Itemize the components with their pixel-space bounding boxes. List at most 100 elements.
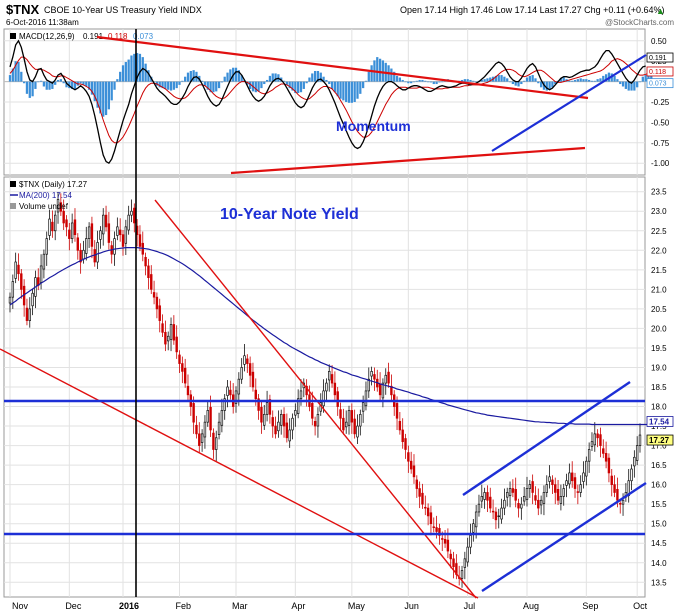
price-tick-label: 22.0: [651, 246, 667, 255]
price-candle-body: [200, 433, 204, 443]
macd-hist-bar: [619, 81, 622, 85]
macd-hist-bar: [184, 76, 187, 82]
macd-hist-bar: [25, 81, 29, 94]
macd-hist-bar: [339, 81, 342, 99]
price-candle-body: [206, 410, 209, 423]
price-candle-body: [65, 219, 68, 228]
macd-hist-bar: [31, 81, 34, 97]
macd-hist-bar: [54, 81, 57, 85]
price-candle-body: [511, 488, 515, 493]
price-candle-body: [522, 496, 526, 502]
macd-hist-bar: [65, 81, 68, 88]
price-candle-body: [460, 570, 464, 579]
price-candle-body: [446, 539, 450, 552]
macd-hist-bar: [240, 75, 243, 82]
macd-hist-bar: [11, 68, 14, 82]
macd-hist-bar: [104, 81, 108, 116]
price-candle-body: [463, 558, 467, 568]
price-candle-body: [587, 449, 591, 462]
price-candle-body: [8, 296, 12, 304]
price-candle-body: [254, 389, 257, 400]
price-candle-body: [339, 409, 342, 419]
macd-hist-bar: [181, 80, 184, 82]
macd-hist-bar: [8, 75, 12, 82]
price-candle-body: [70, 222, 74, 239]
macd-hist-bar: [480, 79, 483, 82]
macd-hist-bar: [376, 57, 379, 82]
macd-hist-bar: [347, 81, 351, 103]
macd-hist-bar: [212, 81, 215, 93]
macd-hist-bar: [401, 79, 404, 82]
price-candle-body: [635, 445, 639, 461]
macd-hist-bar: [562, 77, 565, 82]
macd-hist-bar: [234, 67, 238, 82]
price-candle-body: [404, 438, 407, 450]
price-candle-body: [203, 421, 207, 438]
price-tick-label: 16.5: [651, 461, 667, 470]
price-candle-body: [638, 434, 642, 446]
price-candle-body: [229, 389, 232, 396]
price-candle-body: [11, 281, 15, 298]
macd-hist-bar: [410, 81, 413, 84]
macd-hist-bar: [599, 78, 602, 82]
price-candle-body: [443, 538, 447, 544]
price-candle-body: [79, 249, 82, 263]
macd-hist-bar: [87, 81, 91, 90]
macd-hist-bar: [119, 71, 122, 82]
macd-hist-bar: [249, 81, 252, 89]
macd-hist-bar: [82, 81, 85, 85]
symbol-description: CBOE 10-Year US Treasury Yield INDX: [44, 5, 202, 15]
x-tick-label: Oct: [633, 601, 648, 611]
price-candle-body: [181, 363, 184, 372]
macd-hist-bar: [364, 80, 368, 82]
price-candle-body: [342, 417, 345, 431]
price-candle-body: [183, 367, 187, 384]
macd-hist-bar: [133, 53, 136, 82]
macd-hist-bar: [85, 81, 88, 87]
x-tick-label: May: [348, 601, 366, 611]
price-candle-body: [585, 460, 588, 477]
price-candle-body: [248, 363, 252, 376]
price-candle-body: [291, 417, 294, 431]
macd-hist-bar: [511, 81, 514, 85]
macd-hist-bar: [59, 79, 62, 82]
macd-hist-bar: [475, 81, 478, 83]
macd-hist-bar: [506, 78, 509, 82]
macd-hist-bar: [503, 76, 506, 82]
price-candle-body: [294, 410, 297, 416]
price-candle-body: [147, 265, 150, 278]
price-value-tag: [646, 434, 674, 446]
macd-hist-bar: [138, 53, 142, 82]
price-candle-body: [370, 371, 373, 377]
x-tick-label: Aug: [523, 601, 539, 611]
macd-hist-bar: [554, 81, 557, 85]
macd-hist-bar: [424, 80, 427, 82]
macd-hist-bar: [178, 81, 181, 85]
macd-hist-bar: [51, 81, 54, 89]
price-candle-body: [223, 398, 226, 411]
price-candle-body: [186, 385, 190, 396]
price-tick-label: 21.5: [651, 266, 667, 275]
price-candle-body: [161, 323, 164, 333]
price-candle-body: [619, 503, 622, 505]
price-candle-body: [220, 410, 224, 426]
macd-hist-bar: [551, 81, 554, 88]
macd-hist-bar: [127, 59, 130, 82]
macd-hist-bar: [203, 81, 207, 86]
price-candle-body: [82, 249, 85, 260]
macd-hist-bar: [534, 78, 537, 82]
price-candle-body: [477, 503, 481, 513]
macd-hist-bar: [593, 80, 596, 82]
price-tick-label: 15.5: [651, 500, 667, 509]
macd-hist-bar: [525, 77, 529, 82]
macd-hist-bar: [548, 81, 551, 90]
price-candle-body: [14, 261, 17, 279]
macd-hist-bar: [390, 68, 393, 82]
price-candle-body: [520, 503, 523, 509]
macd-hist-bar: [71, 81, 74, 89]
macd-hist-bar: [426, 81, 430, 83]
macd-hist-bar: [45, 81, 48, 90]
macd-hist-bar: [539, 81, 543, 88]
macd-hist-bar: [34, 81, 37, 89]
price-candle-body: [361, 402, 365, 412]
